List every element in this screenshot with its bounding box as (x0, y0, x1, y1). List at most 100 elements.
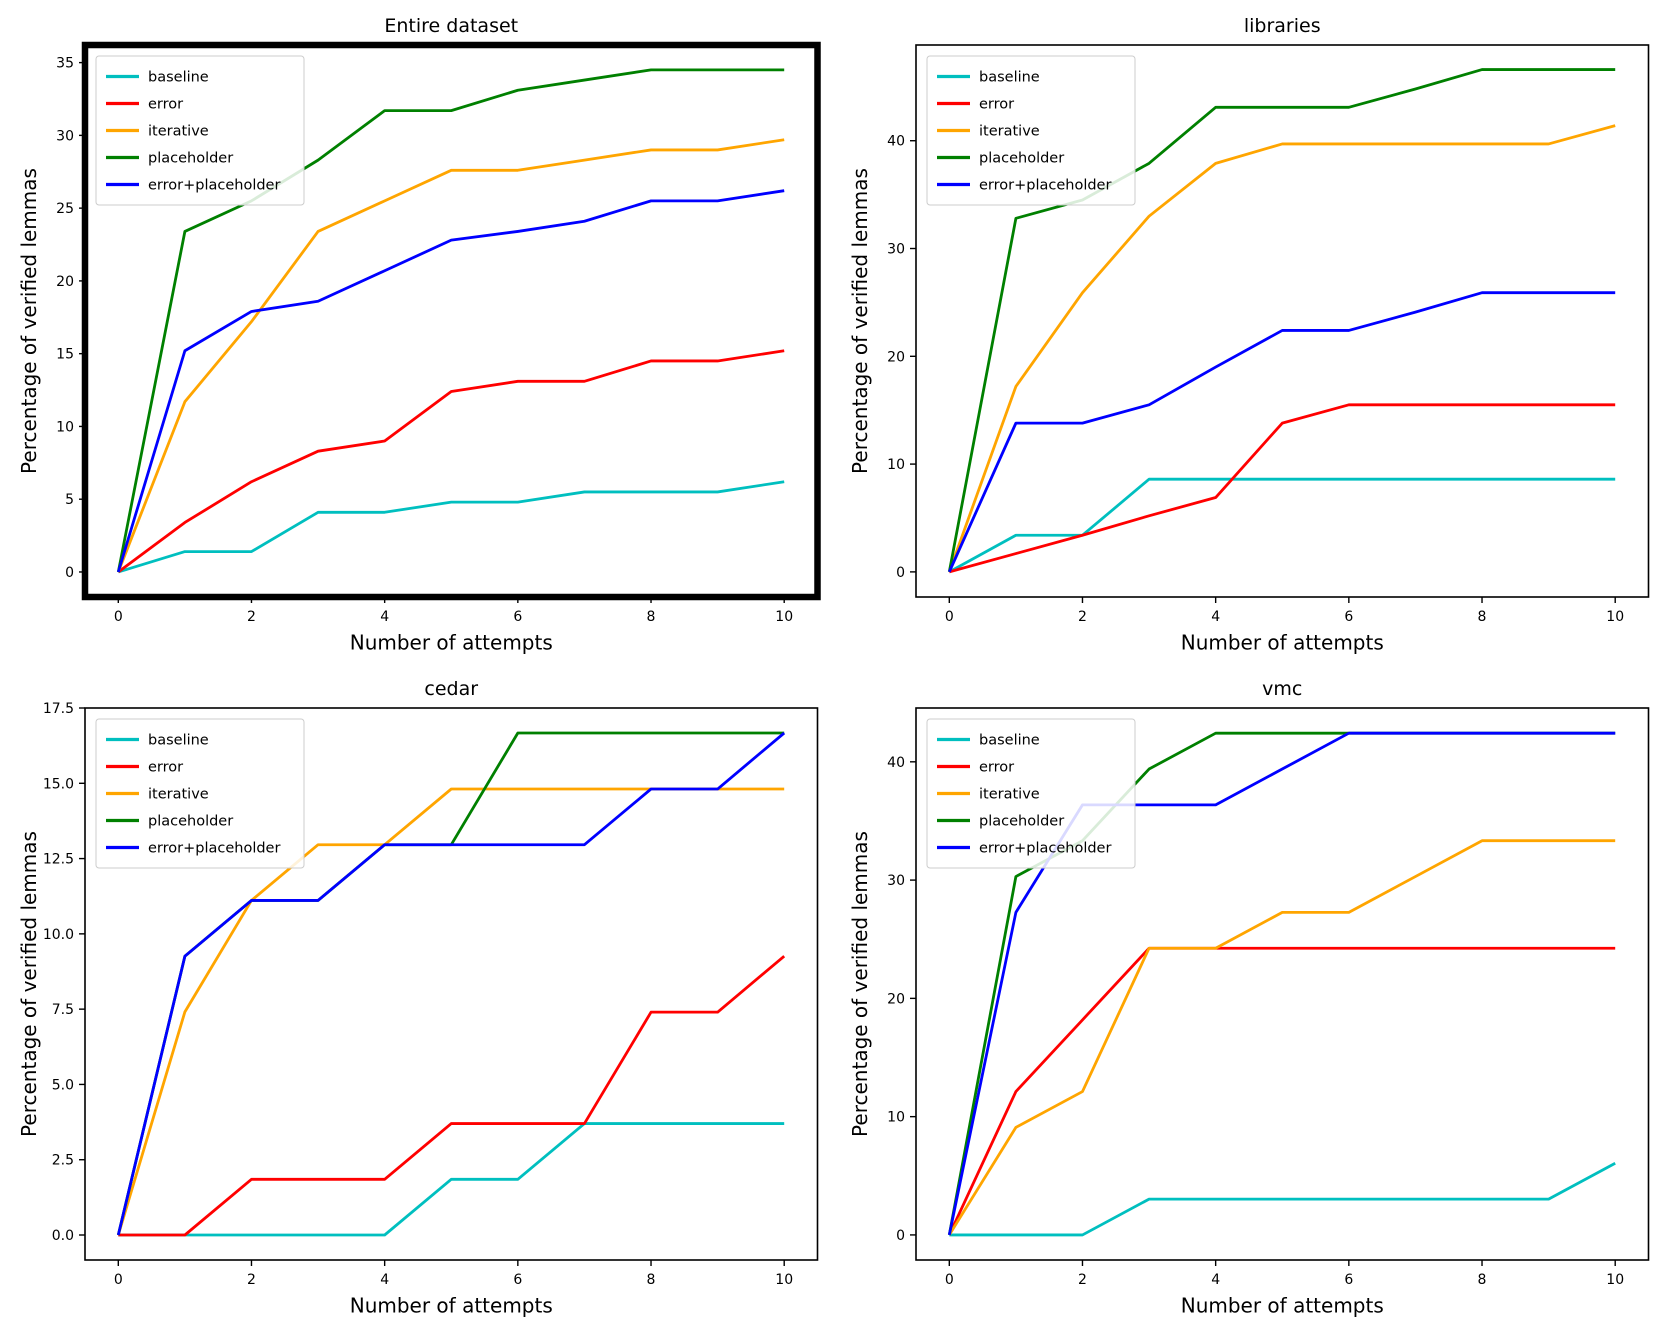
legend-label-placeholder: placeholder (148, 151, 233, 167)
axes-frame-highlighted (81, 41, 821, 601)
series-line-error+placeholder (116, 731, 786, 1235)
y-tick-label: 12.5 (43, 851, 74, 867)
y-tick-label: 10.0 (43, 926, 74, 942)
x-tick-label: 0 (114, 609, 123, 625)
y-axis-label: Percentage of verified lemmas (17, 831, 41, 1137)
x-tick-label: 10 (775, 1272, 793, 1288)
y-tick-label: 10 (887, 457, 905, 473)
y-tick-label: 20 (887, 349, 905, 365)
x-tick-label: 8 (1477, 1272, 1486, 1288)
y-tick-label: 30 (887, 873, 905, 889)
legend-label-baseline: baseline (979, 732, 1040, 748)
subplot-title: vmc (1262, 678, 1302, 700)
x-tick-label: 8 (647, 609, 656, 625)
legend-box (926, 55, 1135, 206)
legend-label-iterative: iterative (148, 786, 209, 802)
series-line-baseline (117, 480, 785, 574)
legend-box (926, 718, 1135, 868)
subplot-title: cedar (424, 678, 478, 700)
series-line-error+placeholder (947, 291, 1615, 573)
y-tick-label: 2.5 (52, 1152, 74, 1168)
subplot-vmc: 0 2 4 6 8 10 0 10 20 30 40 vmc Number of attempts Per… (848, 678, 1649, 1317)
x-tick-label: 6 (513, 609, 522, 625)
x-axis-label: Number of attempts (1180, 631, 1383, 655)
series-line-iterative (116, 138, 785, 573)
series-line-error (117, 349, 785, 574)
y-tick-label: 0 (896, 1227, 905, 1243)
subplot-title: libraries (1243, 15, 1320, 37)
y-tick-label: 20 (887, 991, 905, 1007)
subplot-libraries: 0 2 4 6 8 10 0 10 20 30 40 libraries Number of attem… (848, 15, 1649, 655)
x-axis-label: Number of attempts (1180, 1293, 1383, 1317)
x-tick-label: 10 (1606, 1272, 1624, 1288)
x-tick-label: 4 (380, 609, 389, 625)
y-tick-label: 5 (65, 492, 74, 508)
y-tick-label: 30 (887, 242, 905, 258)
x-tick-label: 8 (647, 1272, 656, 1288)
y-tick-label: 15.0 (43, 776, 74, 792)
x-tick-label: 8 (1477, 609, 1486, 625)
y-tick-label: 7.5 (52, 1002, 74, 1018)
y-tick-label: 30 (56, 128, 74, 144)
series-line-placeholder (947, 68, 1615, 573)
legend-label-error+placeholder: error+placeholder (979, 840, 1111, 856)
legend-label-iterative: iterative (979, 124, 1040, 140)
legend-label-iterative: iterative (979, 786, 1040, 802)
legend: baseline error iterative placeholder error+p… (95, 718, 305, 868)
y-axis-label: Percentage of verified lemmas (848, 168, 872, 474)
y-tick-label: 0.0 (52, 1228, 74, 1244)
legend: baseline error iterative placeholder error+p… (926, 55, 1135, 206)
y-tick-label: 35 (56, 56, 74, 72)
y-tick-label: 40 (887, 134, 905, 150)
series-line-error+placeholder (116, 189, 785, 573)
y-axis-label: Percentage of verified lemmas (848, 831, 872, 1137)
x-tick-label: 10 (775, 609, 793, 625)
legend-label-error+placeholder: error+placeholder (148, 178, 280, 194)
x-tick-label: 10 (1606, 609, 1624, 625)
series-line-placeholder (116, 68, 785, 573)
x-tick-label: 2 (247, 1272, 256, 1288)
axes-frame (914, 706, 1649, 1261)
x-axis-label: Number of attempts (350, 631, 553, 655)
y-tick-label: 25 (56, 201, 74, 217)
series-line-iterative (947, 124, 1616, 573)
x-tick-label: 0 (114, 1272, 123, 1288)
legend-label-iterative: iterative (148, 124, 209, 140)
series-line-baseline (118, 1121, 785, 1236)
legend-label-placeholder: placeholder (148, 813, 233, 829)
legend-label-baseline: baseline (148, 70, 209, 86)
legend-label-error: error (148, 97, 183, 113)
y-tick-label: 40 (887, 754, 905, 770)
y-tick-label: 20 (56, 274, 74, 290)
legend-box (95, 55, 305, 206)
legend: baseline error iterative placeholder error+p… (926, 718, 1135, 868)
x-tick-label: 0 (944, 609, 953, 625)
legend-label-error+placeholder: error+placeholder (979, 178, 1111, 194)
y-tick-label: 17.5 (43, 701, 74, 717)
x-tick-label: 6 (513, 1272, 522, 1288)
y-tick-label: 0 (65, 565, 74, 581)
legend-label-baseline: baseline (979, 70, 1040, 86)
legend-label-baseline: baseline (148, 732, 209, 748)
series-line-iterative (947, 838, 1615, 1236)
x-axis-label: Number of attempts (350, 1293, 553, 1317)
series-line-baseline (948, 1161, 1616, 1236)
legend-label-error: error (979, 759, 1014, 775)
y-axis-label: Percentage of verified lemmas (17, 168, 41, 474)
legend-label-placeholder: placeholder (979, 151, 1064, 167)
legend: baseline error iterative placeholder error+p… (95, 55, 305, 206)
x-tick-label: 0 (944, 1272, 953, 1288)
y-tick-label: 10 (887, 1109, 905, 1125)
y-tick-label: 0 (896, 565, 905, 581)
x-tick-label: 2 (247, 609, 256, 625)
legend-label-error+placeholder: error+placeholder (148, 840, 280, 856)
x-tick-label: 4 (1211, 1272, 1220, 1288)
subplot-title: Entire dataset (384, 15, 518, 37)
series-line-error (118, 954, 786, 1236)
y-tick-label: 10 (56, 419, 74, 435)
y-tick-label: 5.0 (52, 1077, 74, 1093)
legend-label-placeholder: placeholder (979, 813, 1064, 829)
x-tick-label: 6 (1344, 609, 1353, 625)
x-tick-label: 2 (1078, 609, 1087, 625)
